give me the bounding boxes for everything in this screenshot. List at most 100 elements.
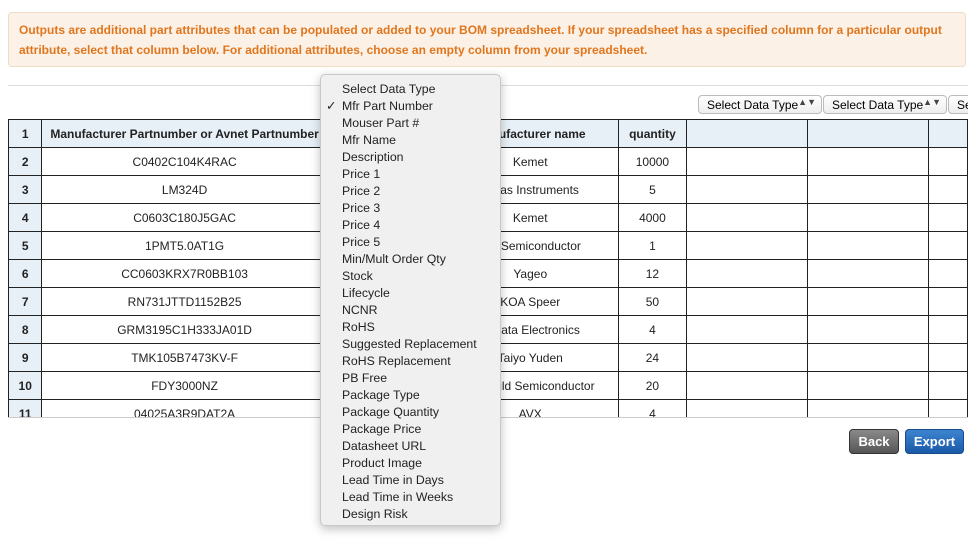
dropdown-option[interactable]: Package Type xyxy=(321,387,500,404)
updown-arrow-icon: ▲▼ xyxy=(798,97,816,107)
dropdown-option[interactable]: Package Price xyxy=(321,421,500,438)
table-cell: quantity xyxy=(618,119,687,148)
option-label: Package Type xyxy=(342,388,420,402)
option-label: PB Free xyxy=(342,371,388,385)
option-label: Price 2 xyxy=(342,184,381,198)
table-cell xyxy=(806,147,930,176)
table-cell xyxy=(685,147,808,176)
table-cell xyxy=(928,315,968,344)
table-cell: LM324D xyxy=(41,175,328,204)
dropdown-option[interactable]: PB Free xyxy=(321,370,500,387)
table-cell xyxy=(685,343,808,372)
table-cell xyxy=(806,231,930,260)
dropdown-option[interactable]: Description xyxy=(321,149,500,166)
row-number: 6 xyxy=(8,259,43,288)
table-cell xyxy=(928,399,968,417)
option-label: RoHS Replacement xyxy=(342,354,451,368)
dropdown-option[interactable]: Lead Time in Days xyxy=(321,472,500,489)
checkmark-icon: ✓ xyxy=(326,99,337,113)
dropdown-option[interactable]: Lifecycle xyxy=(321,285,500,302)
row-number: 10 xyxy=(8,371,43,400)
table-cell xyxy=(928,175,968,204)
table-cell xyxy=(928,231,968,260)
dropdown-option[interactable]: Product Image xyxy=(321,455,500,472)
row-number: 5 xyxy=(8,231,43,260)
table-cell xyxy=(685,175,808,204)
data-type-dropdown-menu[interactable]: Select Data Type ✓ Mfr Part Number Mouser P… xyxy=(320,74,501,526)
option-label: Min/Mult Order Qty xyxy=(342,252,446,266)
dropdown-option[interactable]: RoHS Replacement xyxy=(321,353,500,370)
dropdown-option[interactable]: Package Quantity xyxy=(321,404,500,421)
dropdown-option[interactable]: Select Data Type xyxy=(321,81,500,98)
row-number: 11 xyxy=(8,399,43,417)
dropdown-option[interactable]: Design Risk xyxy=(321,506,500,523)
data-type-select-1[interactable]: Select Data Type ▲▼ xyxy=(698,95,822,114)
option-label: Design Risk xyxy=(342,507,408,521)
dropdown-option[interactable]: Mfr Name xyxy=(321,132,500,149)
dropdown-option[interactable]: Price 3 xyxy=(321,200,500,217)
table-cell xyxy=(806,399,930,417)
option-label: Price 5 xyxy=(342,235,381,249)
dropdown-option[interactable]: ✓ Mfr Part Number xyxy=(321,98,500,115)
table-cell xyxy=(806,315,930,344)
table-cell xyxy=(928,147,968,176)
row-number: 4 xyxy=(8,203,43,232)
dropdown-option[interactable]: Datasheet URL xyxy=(321,438,500,455)
option-label: Stock xyxy=(342,269,373,283)
option-label: Price 1 xyxy=(342,167,381,181)
updown-arrow-icon: ▲▼ xyxy=(923,97,941,107)
dropdown-option[interactable]: Price 2 xyxy=(321,183,500,200)
option-label: Suggested Replacement xyxy=(342,337,477,351)
table-cell xyxy=(685,119,808,148)
option-label: Mfr Name xyxy=(342,133,396,147)
dropdown-option[interactable]: Price 1 xyxy=(321,166,500,183)
dropdown-option[interactable]: Min/Mult Order Qty xyxy=(321,251,500,268)
dropdown-option[interactable]: Stock xyxy=(321,268,500,285)
export-button[interactable]: Export xyxy=(905,429,964,454)
table-cell: 04025A3R9DAT2A xyxy=(41,399,328,417)
dropdown-option[interactable]: NCNR xyxy=(321,302,500,319)
option-label: RoHS xyxy=(342,320,375,334)
option-label: Lifecycle xyxy=(342,286,390,300)
dropdown-option[interactable]: Lead Time in Weeks xyxy=(321,489,500,506)
data-type-select-2[interactable]: Select Data Type ▲▼ xyxy=(823,95,947,114)
table-cell xyxy=(928,371,968,400)
table-cell: 10000 xyxy=(618,147,687,176)
table-cell xyxy=(685,371,808,400)
dropdown-option[interactable]: Mouser Part # xyxy=(321,115,500,132)
table-cell xyxy=(685,203,808,232)
row-number: 7 xyxy=(8,287,43,316)
table-cell: TMK105B7473KV-F xyxy=(41,343,328,372)
info-notice: Outputs are additional part attributes t… xyxy=(8,12,966,67)
option-label: Description xyxy=(342,150,404,164)
dropdown-option[interactable]: Price 5 xyxy=(321,234,500,251)
table-cell xyxy=(685,231,808,260)
back-button[interactable]: Back xyxy=(849,429,899,454)
table-cell: 4000 xyxy=(618,203,687,232)
row-number: 1 xyxy=(8,119,43,148)
option-label: Lead Time in Days xyxy=(342,473,444,487)
dropdown-option[interactable]: Suggested Replacement xyxy=(321,336,500,353)
option-label: Price 4 xyxy=(342,218,381,232)
option-label: Lead Time in Weeks xyxy=(342,490,454,504)
table-cell: 24 xyxy=(618,343,687,372)
table-cell: 4 xyxy=(618,399,687,417)
table-cell: C0603C180J5GAC xyxy=(41,203,328,232)
row-number: 9 xyxy=(8,343,43,372)
table-cell: 12 xyxy=(618,259,687,288)
select-label: Select Data Type xyxy=(832,98,924,112)
select-label: Select Data Type xyxy=(957,98,968,112)
table-row: 7 RN731JTTD1152B25 KOA Speer 50 xyxy=(8,287,968,316)
data-type-select-3[interactable]: Select Data Type xyxy=(948,95,968,114)
row-number: 3 xyxy=(8,175,43,204)
option-label: Package Quantity xyxy=(342,405,440,419)
table-cell xyxy=(928,259,968,288)
table-cell xyxy=(928,287,968,316)
option-label: NCNR xyxy=(342,303,378,317)
table-cell: 1 xyxy=(618,231,687,260)
dropdown-option[interactable]: Price 4 xyxy=(321,217,500,234)
table-cell: CC0603KRX7R0BB103 xyxy=(41,259,328,288)
table-cell xyxy=(806,119,930,148)
dropdown-option[interactable]: RoHS xyxy=(321,319,500,336)
table-cell: 20 xyxy=(618,371,687,400)
